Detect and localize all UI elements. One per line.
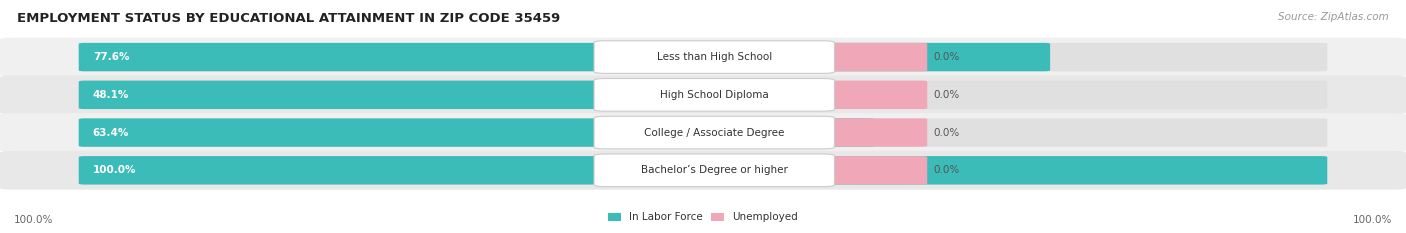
- Text: 48.1%: 48.1%: [93, 90, 129, 100]
- Text: Bachelor’s Degree or higher: Bachelor’s Degree or higher: [641, 165, 787, 175]
- FancyBboxPatch shape: [818, 43, 928, 71]
- FancyBboxPatch shape: [593, 154, 834, 187]
- FancyBboxPatch shape: [818, 118, 928, 147]
- Text: 0.0%: 0.0%: [934, 52, 959, 62]
- FancyBboxPatch shape: [79, 43, 1327, 71]
- Text: 63.4%: 63.4%: [93, 128, 129, 137]
- FancyBboxPatch shape: [0, 113, 1406, 152]
- FancyBboxPatch shape: [0, 38, 1406, 76]
- FancyBboxPatch shape: [79, 81, 685, 109]
- FancyBboxPatch shape: [79, 118, 875, 147]
- FancyBboxPatch shape: [818, 81, 928, 109]
- FancyBboxPatch shape: [0, 75, 1406, 114]
- FancyBboxPatch shape: [593, 41, 834, 73]
- FancyBboxPatch shape: [79, 81, 1327, 109]
- Text: 77.6%: 77.6%: [93, 52, 129, 62]
- Legend: In Labor Force, Unemployed: In Labor Force, Unemployed: [605, 208, 801, 227]
- Text: 100.0%: 100.0%: [1353, 215, 1392, 225]
- Text: 0.0%: 0.0%: [934, 90, 959, 100]
- FancyBboxPatch shape: [79, 156, 1327, 185]
- FancyBboxPatch shape: [593, 79, 834, 111]
- FancyBboxPatch shape: [0, 151, 1406, 190]
- Text: 0.0%: 0.0%: [934, 128, 959, 137]
- FancyBboxPatch shape: [818, 156, 928, 185]
- Text: EMPLOYMENT STATUS BY EDUCATIONAL ATTAINMENT IN ZIP CODE 35459: EMPLOYMENT STATUS BY EDUCATIONAL ATTAINM…: [17, 12, 560, 25]
- Text: 100.0%: 100.0%: [14, 215, 53, 225]
- Text: College / Associate Degree: College / Associate Degree: [644, 128, 785, 137]
- Text: Source: ZipAtlas.com: Source: ZipAtlas.com: [1278, 12, 1389, 22]
- Text: 100.0%: 100.0%: [93, 165, 136, 175]
- FancyBboxPatch shape: [79, 118, 1327, 147]
- FancyBboxPatch shape: [79, 156, 1327, 185]
- FancyBboxPatch shape: [593, 116, 834, 149]
- Text: High School Diploma: High School Diploma: [659, 90, 769, 100]
- Text: 0.0%: 0.0%: [934, 165, 959, 175]
- Text: Less than High School: Less than High School: [657, 52, 772, 62]
- FancyBboxPatch shape: [79, 43, 1050, 71]
